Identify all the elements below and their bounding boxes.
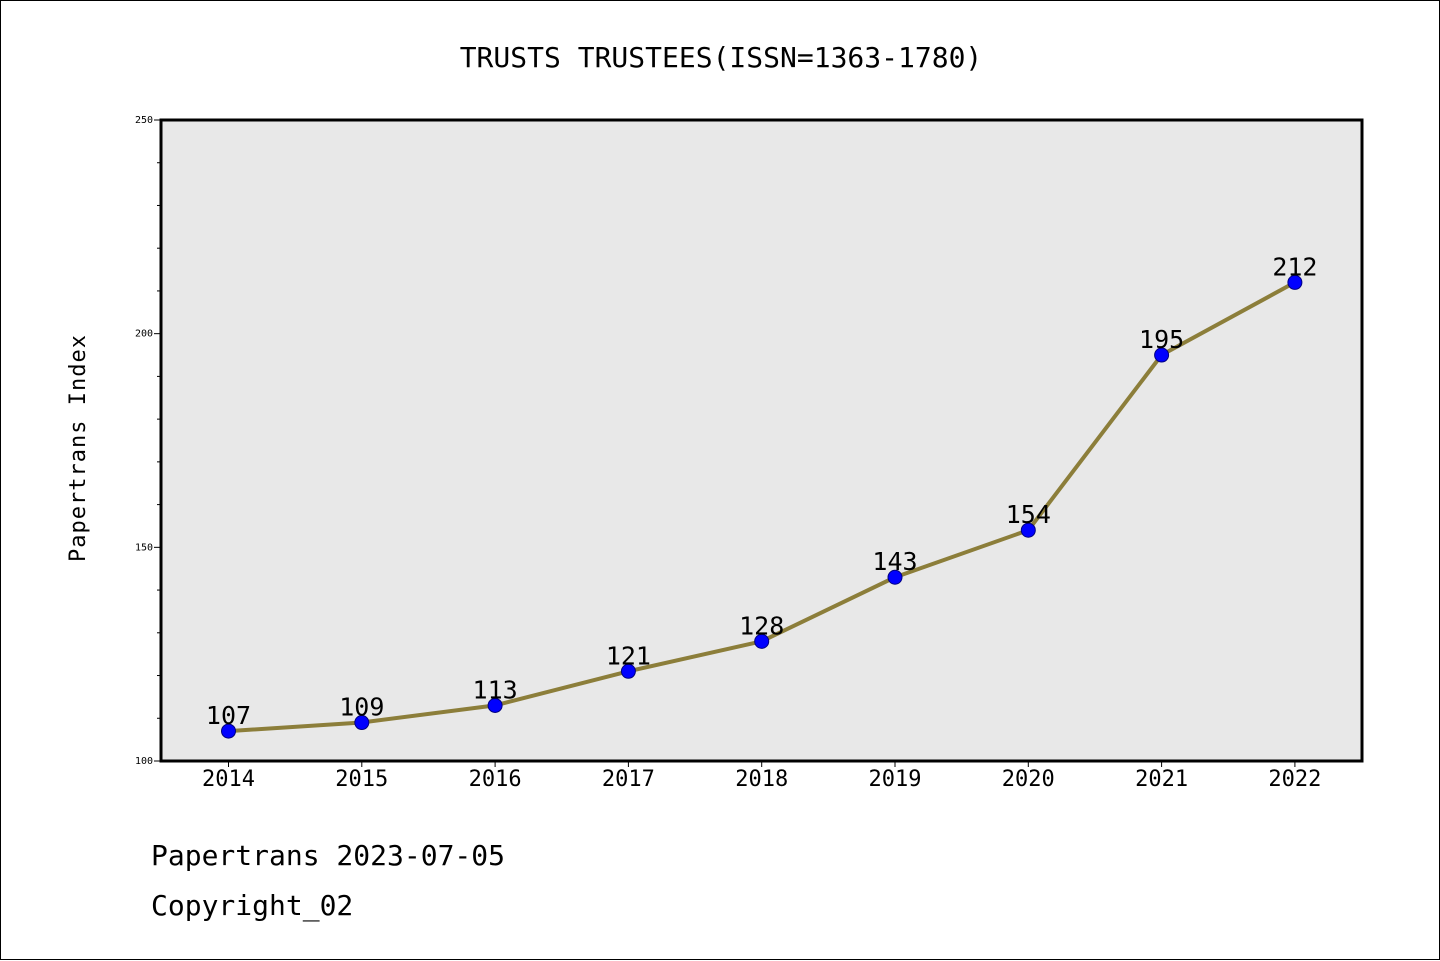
data-label: 107 [206,701,251,730]
data-label: 128 [739,611,784,640]
data-point [487,697,503,713]
data-point [887,569,903,585]
data-label: 212 [1272,252,1317,281]
x-tick-label: 2020 [1002,767,1055,792]
data-point [1287,274,1303,290]
x-tick-label: 2014 [202,767,255,792]
x-tick-label: 2016 [469,767,522,792]
plot-area [159,118,1364,763]
data-label: 143 [872,547,917,576]
footer-date-text: Papertrans 2023-07-05 [151,839,505,872]
y-axis-label: Papertrans Index [66,334,91,562]
data-label: 113 [473,675,518,704]
y-tick-label: 150 [135,542,153,553]
data-point [221,723,236,739]
data-point [354,715,370,731]
data-label: 154 [1006,500,1051,529]
data-point [754,633,770,649]
chart-title: TRUSTS TRUSTEES(ISSN=1363-1780) [460,41,983,74]
data-point [1020,522,1036,538]
data-series [221,274,1303,739]
data-label: 109 [339,693,384,722]
x-tick-label: 2022 [1268,767,1321,792]
x-tick-label: 2015 [335,767,388,792]
y-tick-label: 250 [135,115,153,126]
data-point [620,663,636,679]
x-tick-label: 2017 [602,767,655,792]
y-axis-ticks: 100 150 200 250 [135,115,161,767]
y-tick-label: 200 [135,329,153,340]
data-labels: 107 109 113 121 128 143 154 195 212 [206,252,1318,730]
x-axis-ticks: 2014 2015 2016 2017 2018 2019 2020 2021 2022 [202,761,1321,792]
x-tick-label: 2018 [735,767,788,792]
data-point [1154,347,1170,363]
x-tick-label: 2019 [869,767,922,792]
data-label: 195 [1139,325,1184,354]
data-label: 121 [606,641,651,670]
footer-copyright-text: Copyright_02 [151,889,353,923]
y-tick-label: 100 [135,756,153,767]
x-tick-label: 2021 [1135,767,1188,792]
